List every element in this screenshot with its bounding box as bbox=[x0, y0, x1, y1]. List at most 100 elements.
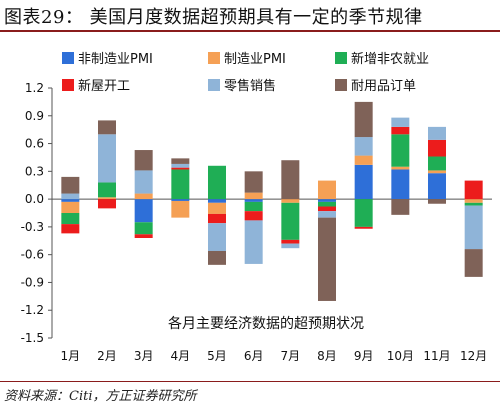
x-tick-label: 6月 bbox=[244, 349, 264, 363]
bar-segment bbox=[134, 222, 153, 235]
bar-segment bbox=[171, 199, 190, 201]
bar-segment bbox=[281, 243, 300, 249]
bar-segment bbox=[61, 224, 80, 234]
x-tick-label: 3月 bbox=[134, 349, 154, 363]
bar-segment bbox=[171, 167, 190, 170]
y-tick-label: -1.5 bbox=[21, 331, 44, 345]
y-tick-label: -0.3 bbox=[21, 220, 44, 234]
y-tick-label: -1.2 bbox=[21, 303, 44, 317]
bar-segment bbox=[428, 139, 446, 157]
bar-segment bbox=[98, 199, 116, 209]
bar-segment bbox=[208, 250, 226, 265]
y-tick-label: 0.3 bbox=[25, 164, 44, 178]
bar-segment bbox=[354, 199, 373, 227]
bar-segment bbox=[428, 170, 446, 174]
x-tick-label: 12月 bbox=[460, 349, 487, 363]
chart-axes: 1.2 0.9 0.6 0.3 0.0 -0.3 -0.6 -0.9 -1.2 -1.5 1月 2月 3… bbox=[21, 81, 492, 363]
bar-segment bbox=[464, 199, 483, 203]
bar-segment bbox=[61, 176, 80, 194]
x-tick-label: 1月 bbox=[61, 349, 81, 363]
bar-segment bbox=[318, 211, 336, 218]
bar-segment bbox=[171, 169, 190, 200]
bar-segment bbox=[354, 226, 373, 229]
bar-segment bbox=[428, 156, 446, 171]
bar-segment bbox=[171, 200, 190, 218]
bar-segment bbox=[281, 202, 300, 240]
x-tick-label: 7月 bbox=[281, 349, 301, 363]
y-tick-label: 0.9 bbox=[25, 109, 44, 123]
legend-label: 新屋开工 bbox=[78, 78, 130, 94]
legend-swatch bbox=[208, 52, 220, 64]
x-tick-label: 2月 bbox=[97, 349, 117, 363]
legend-swatch bbox=[208, 79, 220, 91]
bar-segment bbox=[244, 171, 263, 193]
bar-segment bbox=[391, 166, 410, 170]
legend-label: 零售销售 bbox=[224, 78, 276, 94]
x-tick-label: 5月 bbox=[207, 349, 227, 363]
bar-segment bbox=[134, 199, 153, 223]
bar-segment bbox=[61, 199, 80, 202]
bar-segment bbox=[464, 205, 483, 250]
bar-segment bbox=[391, 169, 410, 200]
bar-segment bbox=[244, 192, 263, 200]
bar-segment bbox=[244, 220, 263, 264]
bar-segment bbox=[134, 170, 153, 194]
chart-bars bbox=[61, 101, 483, 301]
bar-segment bbox=[281, 239, 300, 244]
legend-label: 非制造业PMI bbox=[78, 52, 153, 67]
bar-segment bbox=[318, 199, 336, 202]
x-tick-label: 9月 bbox=[354, 349, 374, 363]
bar-segment bbox=[208, 213, 226, 224]
source-note: 资料来源：Citi，方正证券研究所 bbox=[4, 389, 197, 404]
bar-segment bbox=[391, 117, 410, 127]
bar-segment bbox=[354, 101, 373, 138]
bar-segment bbox=[98, 134, 116, 183]
legend-swatch bbox=[335, 79, 347, 91]
legend-label: 新增非农就业 bbox=[351, 51, 429, 67]
legend-label: 制造业PMI bbox=[224, 52, 286, 67]
bar-segment bbox=[318, 206, 336, 212]
bar-segment bbox=[134, 193, 153, 200]
bar-segment bbox=[428, 199, 446, 204]
bar-segment bbox=[208, 165, 226, 200]
bar-segment bbox=[171, 163, 190, 168]
bar-segment bbox=[61, 213, 80, 225]
bar-segment bbox=[61, 193, 80, 200]
bar-segment bbox=[208, 199, 226, 203]
bar-segment bbox=[134, 234, 153, 238]
y-tick-label: -0.6 bbox=[21, 248, 44, 262]
bar-segment bbox=[61, 201, 80, 213]
bar-segment bbox=[464, 202, 483, 206]
y-tick-label: 0.6 bbox=[25, 137, 44, 151]
bar-segment bbox=[464, 249, 483, 277]
bar-segment bbox=[318, 217, 336, 301]
legend-swatch bbox=[335, 52, 347, 64]
bar-segment bbox=[244, 201, 263, 212]
legend-label: 耐用品订单 bbox=[351, 79, 416, 94]
bar-segment bbox=[464, 180, 483, 200]
bar-segment bbox=[391, 199, 410, 215]
bar-segment bbox=[391, 126, 410, 135]
bar-segment bbox=[281, 160, 300, 200]
legend-swatch bbox=[62, 52, 74, 64]
bar-segment bbox=[428, 173, 446, 200]
bar-segment bbox=[354, 164, 373, 200]
bar-segment bbox=[318, 201, 336, 207]
bar-segment bbox=[318, 180, 336, 200]
bar-segment bbox=[391, 134, 410, 167]
bar-segment bbox=[134, 150, 153, 171]
y-tick-label: -0.9 bbox=[21, 275, 44, 289]
y-tick-label: 1.2 bbox=[25, 81, 44, 95]
bar-segment bbox=[98, 197, 116, 200]
legend-swatch bbox=[62, 79, 74, 91]
x-tick-label: 4月 bbox=[171, 349, 191, 363]
chart-title: 各月主要经济数据的超预期状况 bbox=[168, 316, 364, 332]
x-tick-label: 11月 bbox=[423, 349, 450, 363]
bar-segment bbox=[244, 199, 263, 202]
figure-title: 图表29： 美国月度数据超预期具有一定的季节规律 bbox=[4, 7, 423, 28]
bar-segment bbox=[281, 199, 300, 203]
header-rule bbox=[0, 30, 500, 32]
bar-segment bbox=[244, 211, 263, 221]
bar-segment bbox=[354, 137, 373, 156]
